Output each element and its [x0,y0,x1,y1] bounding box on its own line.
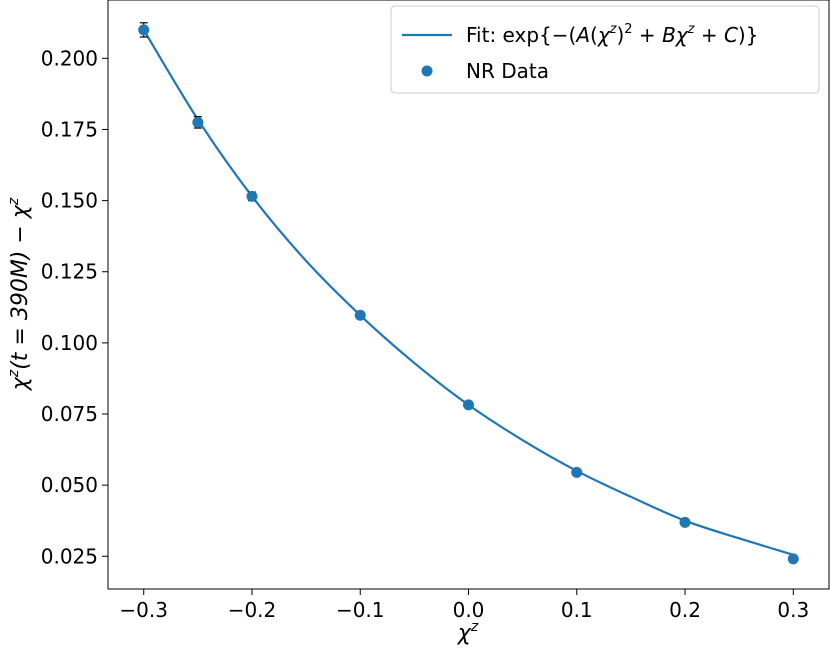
legend: Fit: exp{−(A(χz)2 + Bχz + C)} NR Data [390,5,820,94]
x-tick-label: 0.0 [453,598,485,622]
data-point [138,24,150,36]
x-axis-label: χz [457,619,479,646]
x-tick-label: −0.3 [119,598,168,622]
y-tick-label: 0.150 [41,189,98,213]
data-point [571,466,583,478]
data-point [679,516,691,528]
x-tick-label: −0.2 [228,598,277,622]
legend-box [390,5,820,94]
legend-data-label: NR Data [466,59,549,83]
y-tick-label: 0.100 [41,331,98,355]
data-point [354,309,366,321]
y-tick-label: 0.075 [41,402,98,426]
legend-data-swatch [421,65,433,77]
fit-curve-line [142,29,794,556]
x-tick-label: 0.2 [669,598,701,622]
y-tick-label: 0.175 [41,117,98,141]
legend-fit-label: Fit: exp{−(A(χz)2 + Bχz + C)} [466,22,758,47]
data-point [192,116,204,128]
data-point [463,399,474,411]
data-point [787,553,799,565]
x-axis-ticks: −0.3 −0.2 −0.1 0.0 0.1 0.2 0.3 [119,589,809,622]
y-tick-label: 0.125 [41,260,98,284]
x-tick-label: 0.3 [777,598,809,622]
plot-background [108,0,829,589]
data-point-layer [138,24,799,565]
y-axis-label: χz(t = 390M) − χz [6,197,33,391]
y-tick-label: 0.025 [41,544,98,568]
y-axis-ticks: 0.025 0.050 0.075 0.100 0.125 0.150 0.175 0.200 [41,46,108,568]
fit-curve-layer [142,29,794,556]
y-tick-label: 0.050 [41,473,98,497]
y-tick-label: 0.200 [41,46,98,70]
data-point [246,190,258,202]
x-tick-label: 0.1 [561,598,593,622]
x-tick-label: −0.1 [336,598,385,622]
